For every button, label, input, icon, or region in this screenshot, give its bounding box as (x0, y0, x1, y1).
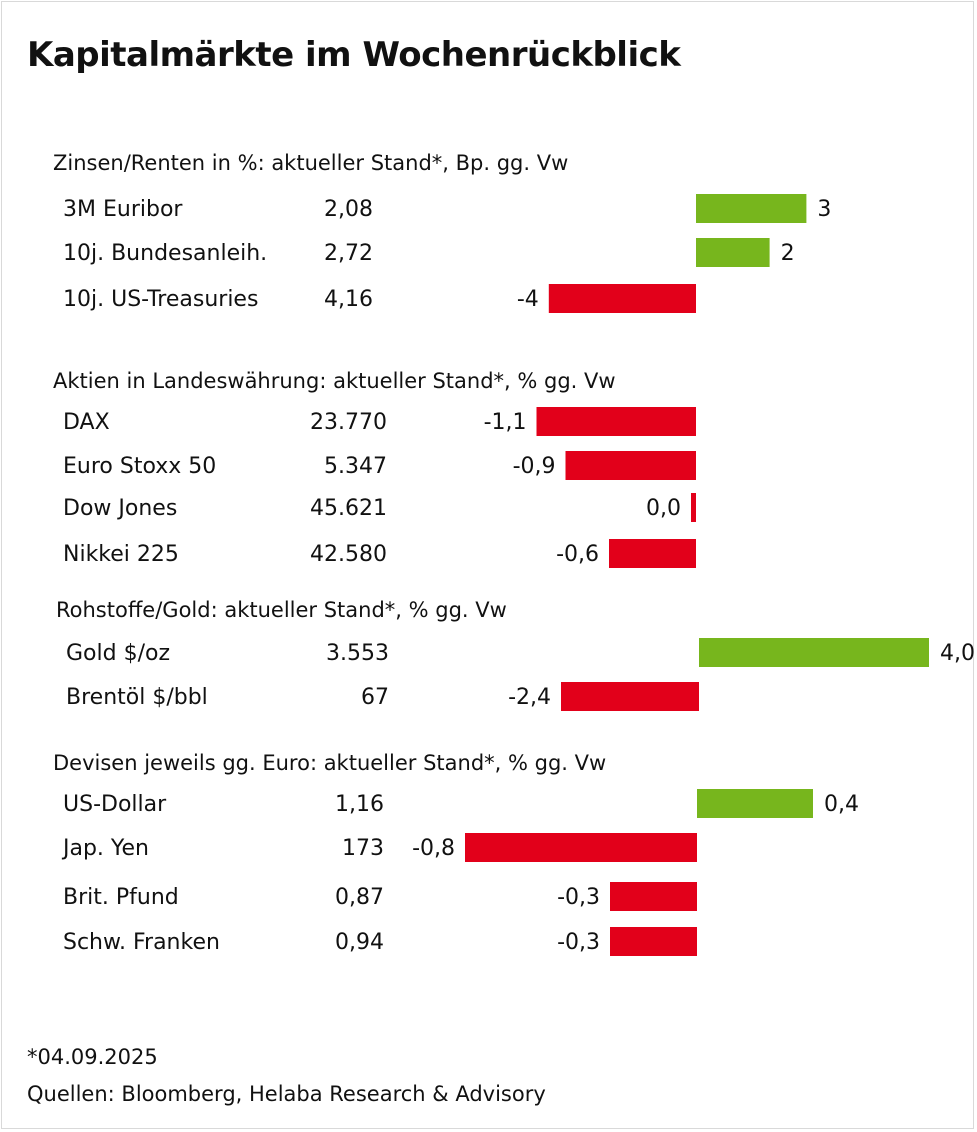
row-label: DAX (63, 410, 110, 435)
change-data-label: -1,1 (484, 410, 527, 435)
change-data-label: -0,3 (557, 885, 600, 910)
row-level-value: 3.553 (326, 641, 389, 666)
row-level-value: 173 (342, 836, 384, 861)
section-header: Devisen jeweils gg. Euro: aktueller Stan… (53, 751, 606, 775)
change-bar (610, 882, 697, 911)
row-level-value: 4,16 (324, 287, 373, 312)
row-level-value: 23.770 (310, 410, 387, 435)
footnote-date: *04.09.2025 (27, 1045, 158, 1069)
row-level-value: 5.347 (324, 454, 387, 479)
row-label: 10j. Bundesanleih. (63, 241, 267, 266)
row-label: Nikkei 225 (63, 542, 179, 567)
change-data-label: 4,0 (940, 641, 975, 666)
row-label: Gold $/oz (66, 641, 170, 666)
chart-title: Kapitalmärkte im Wochenrückblick (27, 35, 682, 75)
change-data-label: -0,8 (412, 836, 455, 861)
change-data-label: -0,3 (557, 930, 600, 955)
change-data-label: -0,6 (556, 542, 599, 567)
row-level-value: 45.621 (310, 496, 387, 521)
row-level-value: 67 (361, 685, 389, 710)
change-bar (565, 451, 696, 480)
change-bar (465, 833, 697, 862)
row-label: Brentöl $/bbl (66, 685, 208, 710)
change-bar (696, 238, 770, 267)
chart-marks: Zinsen/Renten in %: aktueller Stand*, Bp… (53, 151, 975, 956)
source-note: Quellen: Bloomberg, Helaba Research & Ad… (27, 1082, 546, 1106)
change-bar (697, 789, 813, 818)
change-data-label: 3 (817, 197, 831, 222)
row-label: 3M Euribor (63, 197, 183, 222)
change-data-label: -4 (517, 287, 539, 312)
row-label: US-Dollar (63, 792, 167, 817)
row-level-value: 1,16 (335, 792, 384, 817)
row-label: Dow Jones (63, 496, 177, 521)
change-bar (699, 638, 929, 667)
change-bar (548, 284, 696, 313)
change-data-label: 0,4 (824, 792, 859, 817)
row-label: Brit. Pfund (63, 885, 179, 910)
change-bar (609, 539, 696, 568)
change-data-label: 2 (781, 241, 795, 266)
change-bar (561, 682, 699, 711)
change-bar (536, 407, 696, 436)
row-label: Schw. Franken (63, 930, 220, 955)
row-label: Jap. Yen (61, 836, 149, 861)
row-level-value: 0,94 (335, 930, 384, 955)
row-label: 10j. US-Treasuries (63, 287, 258, 312)
change-data-label: -2,4 (508, 685, 551, 710)
row-label: Euro Stoxx 50 (63, 454, 216, 479)
row-level-value: 0,87 (335, 885, 384, 910)
section-header: Zinsen/Renten in %: aktueller Stand*, Bp… (53, 151, 568, 175)
change-bar (696, 194, 807, 223)
change-bar (691, 493, 696, 522)
change-data-label: -0,9 (513, 454, 556, 479)
row-level-value: 2,72 (324, 241, 373, 266)
change-bar (610, 927, 697, 956)
row-level-value: 42.580 (310, 542, 387, 567)
section-header: Aktien in Landeswährung: aktueller Stand… (53, 369, 616, 393)
change-data-label: 0,0 (646, 496, 681, 521)
section-header: Rohstoffe/Gold: aktueller Stand*, % gg. … (56, 598, 507, 622)
row-level-value: 2,08 (324, 197, 373, 222)
